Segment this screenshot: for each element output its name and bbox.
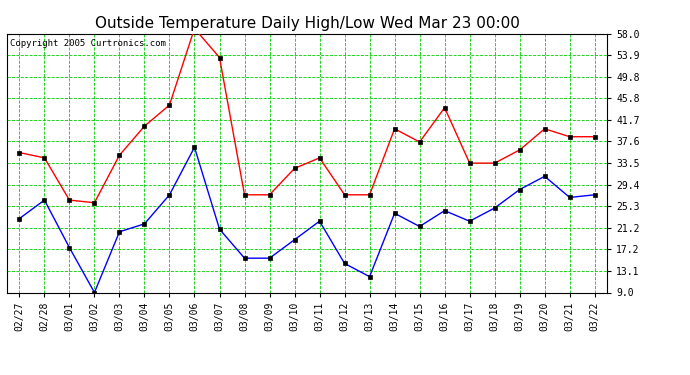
Text: Copyright 2005 Curtronics.com: Copyright 2005 Curtronics.com (10, 39, 166, 48)
Title: Outside Temperature Daily High/Low Wed Mar 23 00:00: Outside Temperature Daily High/Low Wed M… (95, 16, 520, 31)
